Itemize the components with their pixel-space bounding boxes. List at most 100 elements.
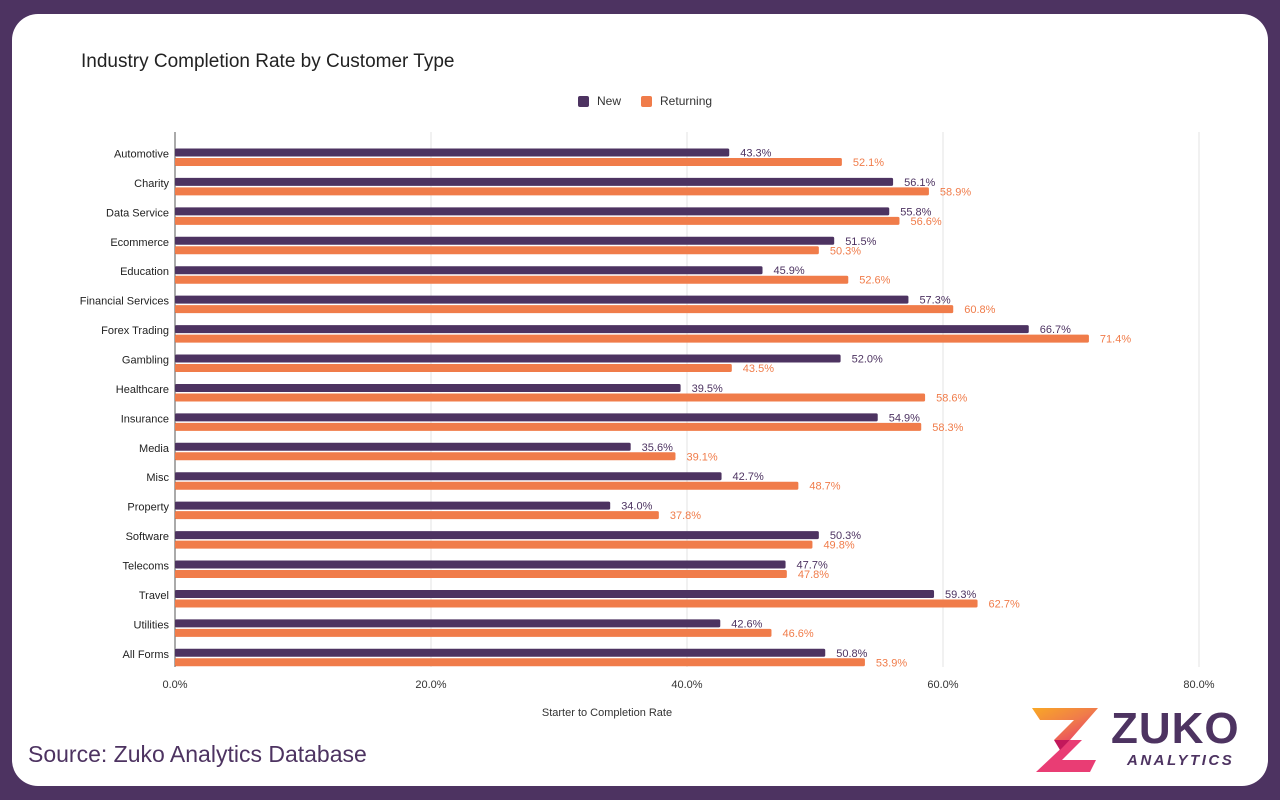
category-label: Data Service [106,207,169,219]
category-label: Property [127,502,169,514]
data-label-returning: 49.8% [823,540,854,552]
bar-new [175,266,763,275]
data-label-new: 47.7% [797,560,828,572]
bar-returning [175,599,978,608]
category-label: Telecoms [123,561,170,573]
legend-swatch-new [578,95,589,107]
data-label-new: 52.0% [852,354,883,366]
bar-returning [175,422,922,431]
logo-subtitle: ANALYTICS [1127,752,1235,769]
category-label: Financial Services [80,296,170,308]
legend-item-returning[interactable]: Returning [641,94,712,108]
data-label-returning: 53.9% [876,657,907,669]
bar-returning [175,393,926,402]
bar-returning [175,628,772,637]
bar-returning [175,511,659,520]
bar-returning [175,540,813,549]
category-label: Media [139,443,170,455]
bar-new [175,648,826,657]
source-note: Source: Zuko Analytics Database [28,741,367,767]
bar-returning [175,305,954,314]
bar-returning [175,158,842,166]
bar-new [175,236,835,245]
bar-new [175,589,935,598]
bar-returning [175,570,787,579]
x-tick-label: 0.0% [162,679,187,691]
bar-returning [175,216,900,225]
x-axis-label: Starter to Completion Rate [542,707,672,719]
data-label-returning: 47.8% [798,569,829,581]
data-label-returning: 46.6% [782,628,813,640]
data-label-returning: 56.6% [910,216,941,228]
bar-returning [175,452,676,461]
category-label: Education [120,266,169,278]
x-tick-label: 40.0% [671,679,702,691]
data-label-new: 50.3% [830,530,861,542]
data-label-new: 43.3% [740,148,771,160]
chart-card: Industry Completion Rate by Customer Typ… [12,14,1268,786]
bar-returning [175,364,732,373]
data-label-new: 39.5% [692,383,723,395]
bar-new [175,295,909,304]
x-tick-label: 80.0% [1183,679,1214,691]
bar-new [175,383,681,392]
category-label: Software [126,531,169,543]
data-label-returning: 48.7% [809,481,840,493]
bar-new [175,619,721,628]
bar-new [175,560,786,569]
data-label-returning: 50.3% [830,245,861,257]
bar-returning [175,275,849,284]
data-label-new: 42.6% [731,618,762,630]
x-tick-label: 60.0% [927,679,958,691]
logo-wordmark: ZUKO [1111,704,1240,753]
data-label-new: 57.3% [919,295,950,307]
category-label: Misc [146,472,169,484]
data-label-new: 51.5% [845,236,876,248]
category-label: Charity [134,178,169,190]
data-label-new: 56.1% [904,177,935,189]
bar-new [175,325,1029,334]
category-label: Gambling [122,355,169,367]
data-label-returning: 71.4% [1100,334,1131,346]
data-label-new: 42.7% [733,471,764,483]
data-label-new: 50.8% [836,648,867,660]
data-label-returning: 62.7% [989,598,1020,610]
legend-item-new[interactable]: New [578,94,621,108]
category-label: All Forms [123,649,170,661]
legend-label-new: New [597,94,622,108]
data-label-returning: 60.8% [964,304,995,316]
bar-new [175,531,819,540]
legend-swatch-returning [641,95,653,107]
data-label-returning: 58.6% [936,392,967,404]
x-tick-label: 20.0% [415,679,446,691]
category-label: Ecommerce [110,237,169,249]
data-label-new: 66.7% [1040,324,1071,336]
bar-chart: 0.0% 20.0% 40.0% 60.0% 80.0% Starter to Compl… [80,132,1215,719]
bar-new [175,442,631,451]
category-label: Insurance [121,413,169,425]
zuko-logo: ZUKO ANALYTICS [1026,704,1258,778]
bar-new [175,207,890,216]
data-label-returning: 43.5% [743,363,774,375]
bar-new [175,148,730,157]
bar-new [175,354,841,363]
bar-returning [175,334,1089,343]
chart-title: Industry Completion Rate by Customer Typ… [81,51,455,72]
data-label-returning: 58.3% [932,422,963,434]
data-label-new: 35.6% [642,442,673,454]
category-label: Forex Trading [101,325,169,337]
data-label-returning: 58.9% [940,186,971,198]
data-label-new: 34.0% [621,501,652,513]
bar-returning [175,246,819,255]
data-label-new: 59.3% [945,589,976,601]
data-label-returning: 52.6% [859,275,890,287]
category-label: Utilities [134,619,170,631]
zuko-logo-mark-icon [1032,708,1098,772]
bar-new [175,472,722,481]
data-label-returning: 37.8% [670,510,701,522]
bar-returning [175,658,865,667]
category-label: Automotive [114,149,169,161]
category-label: Travel [139,590,169,602]
data-label-new: 55.8% [900,206,931,218]
data-label-returning: 52.1% [853,157,884,169]
